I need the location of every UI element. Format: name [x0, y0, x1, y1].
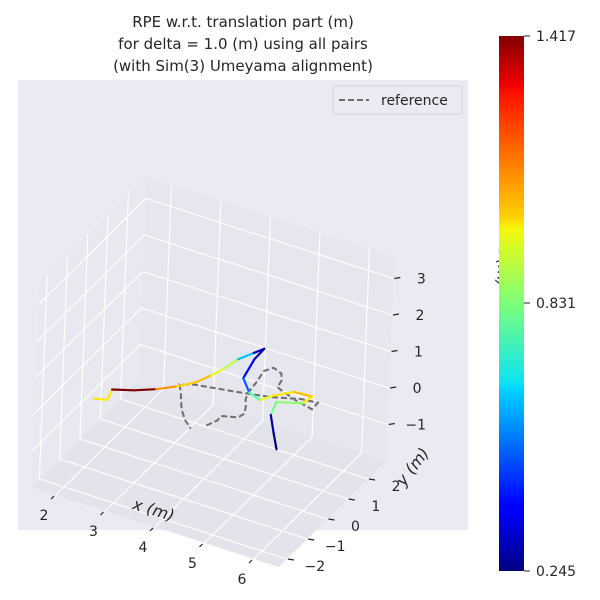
rpe-segment [271, 390, 295, 397]
title-line-3: (with Sim(3) Umeyama alignment) [113, 57, 373, 75]
x-tick-mark [248, 559, 253, 564]
colorbar-tick-max: 1.417 [536, 29, 576, 45]
rpe-segment [92, 397, 109, 401]
y-tick-mark [287, 558, 294, 561]
z-tick-mark [392, 313, 400, 316]
y-tick-label: 1 [371, 499, 380, 515]
x-tick-label: 4 [139, 540, 148, 556]
rpe-segment [275, 400, 304, 405]
grid-y-line [38, 274, 288, 560]
rpe-segment [193, 374, 213, 384]
z-tick-label: 3 [417, 272, 426, 288]
rpe-segment [269, 400, 278, 417]
y-tick-mark [308, 538, 315, 541]
grid-y-line [120, 194, 369, 480]
grid-x-line [105, 200, 222, 512]
grid-y-line [79, 234, 328, 520]
grid-y-line [99, 214, 348, 500]
title-line-1: RPE w.r.t. translation part (m) [132, 13, 354, 31]
y-tick-mark [368, 478, 376, 481]
grid-z-line [37, 197, 394, 305]
rpe-segment [258, 394, 274, 402]
z-tick-label: 1 [414, 345, 423, 361]
y-tick-label: −1 [325, 539, 346, 555]
y-tick-mark [348, 498, 355, 501]
grid-y-line [59, 254, 308, 540]
rpe-segment [106, 388, 114, 401]
grid-z-line [32, 343, 388, 451]
colorbar: 1.417 0.831 0.245 [499, 29, 576, 580]
x-tick-mark [199, 543, 203, 548]
z-tick-mark [388, 422, 395, 426]
grid-z-line [33, 307, 390, 415]
back-pane-x [31, 176, 147, 487]
rpe-segment [272, 431, 278, 451]
z-tick-mark [394, 276, 401, 280]
grid-x-line [253, 248, 370, 560]
y-tick-label: 2 [392, 479, 401, 495]
colorbar-tick-mid: 0.831 [536, 296, 576, 312]
grid-z-line [35, 270, 391, 378]
z-tick-label: 2 [415, 308, 424, 324]
legend-reference-label: reference [381, 93, 448, 109]
x-tick-label: 5 [188, 556, 197, 572]
grid-z-line [36, 234, 393, 342]
title-line-2: for delta = 1.0 (m) using all pairs [118, 35, 368, 53]
z-tick-label: 0 [413, 381, 422, 397]
z-tick-mark [391, 349, 398, 353]
rpe-segment [253, 347, 266, 361]
grid-x-line [204, 232, 321, 544]
chart-title: RPE w.r.t. translation part (m) for delt… [113, 13, 373, 75]
rpe-segment [301, 395, 314, 405]
rpe-segment [236, 351, 255, 361]
data-layer [92, 347, 320, 451]
y-tick-label: −2 [305, 559, 326, 575]
rpe-segment [175, 381, 196, 388]
grid-x-line [154, 216, 271, 528]
rpe-segment [292, 390, 314, 398]
colorbar-tick-min: 0.245 [536, 564, 576, 580]
rpe-segment [210, 367, 226, 377]
x-tick-label: 2 [40, 508, 49, 524]
colorbar-gradient [499, 36, 524, 571]
y-tick-label: 0 [351, 519, 360, 535]
rpe-segment [110, 388, 136, 392]
rpe-segment [132, 388, 158, 392]
rpe-segment [248, 391, 262, 402]
x-tick-mark [50, 495, 55, 500]
rpe-segment [269, 413, 275, 435]
x-tick-mark [149, 527, 154, 532]
rpe-segment [242, 377, 251, 394]
x-tick-label: 3 [89, 524, 98, 540]
x-tick-label: 6 [238, 572, 247, 588]
z-tick-mark [390, 386, 397, 389]
rpe-segment [155, 385, 178, 391]
x-tick-mark [100, 511, 104, 516]
y-tick-mark [328, 518, 335, 521]
rpe-segment [223, 358, 240, 370]
legend-box [332, 85, 463, 115]
legend: reference [332, 85, 463, 115]
rpe-segment [242, 358, 256, 380]
z-tick-label: −1 [405, 418, 426, 434]
grid-lines [32, 184, 394, 560]
